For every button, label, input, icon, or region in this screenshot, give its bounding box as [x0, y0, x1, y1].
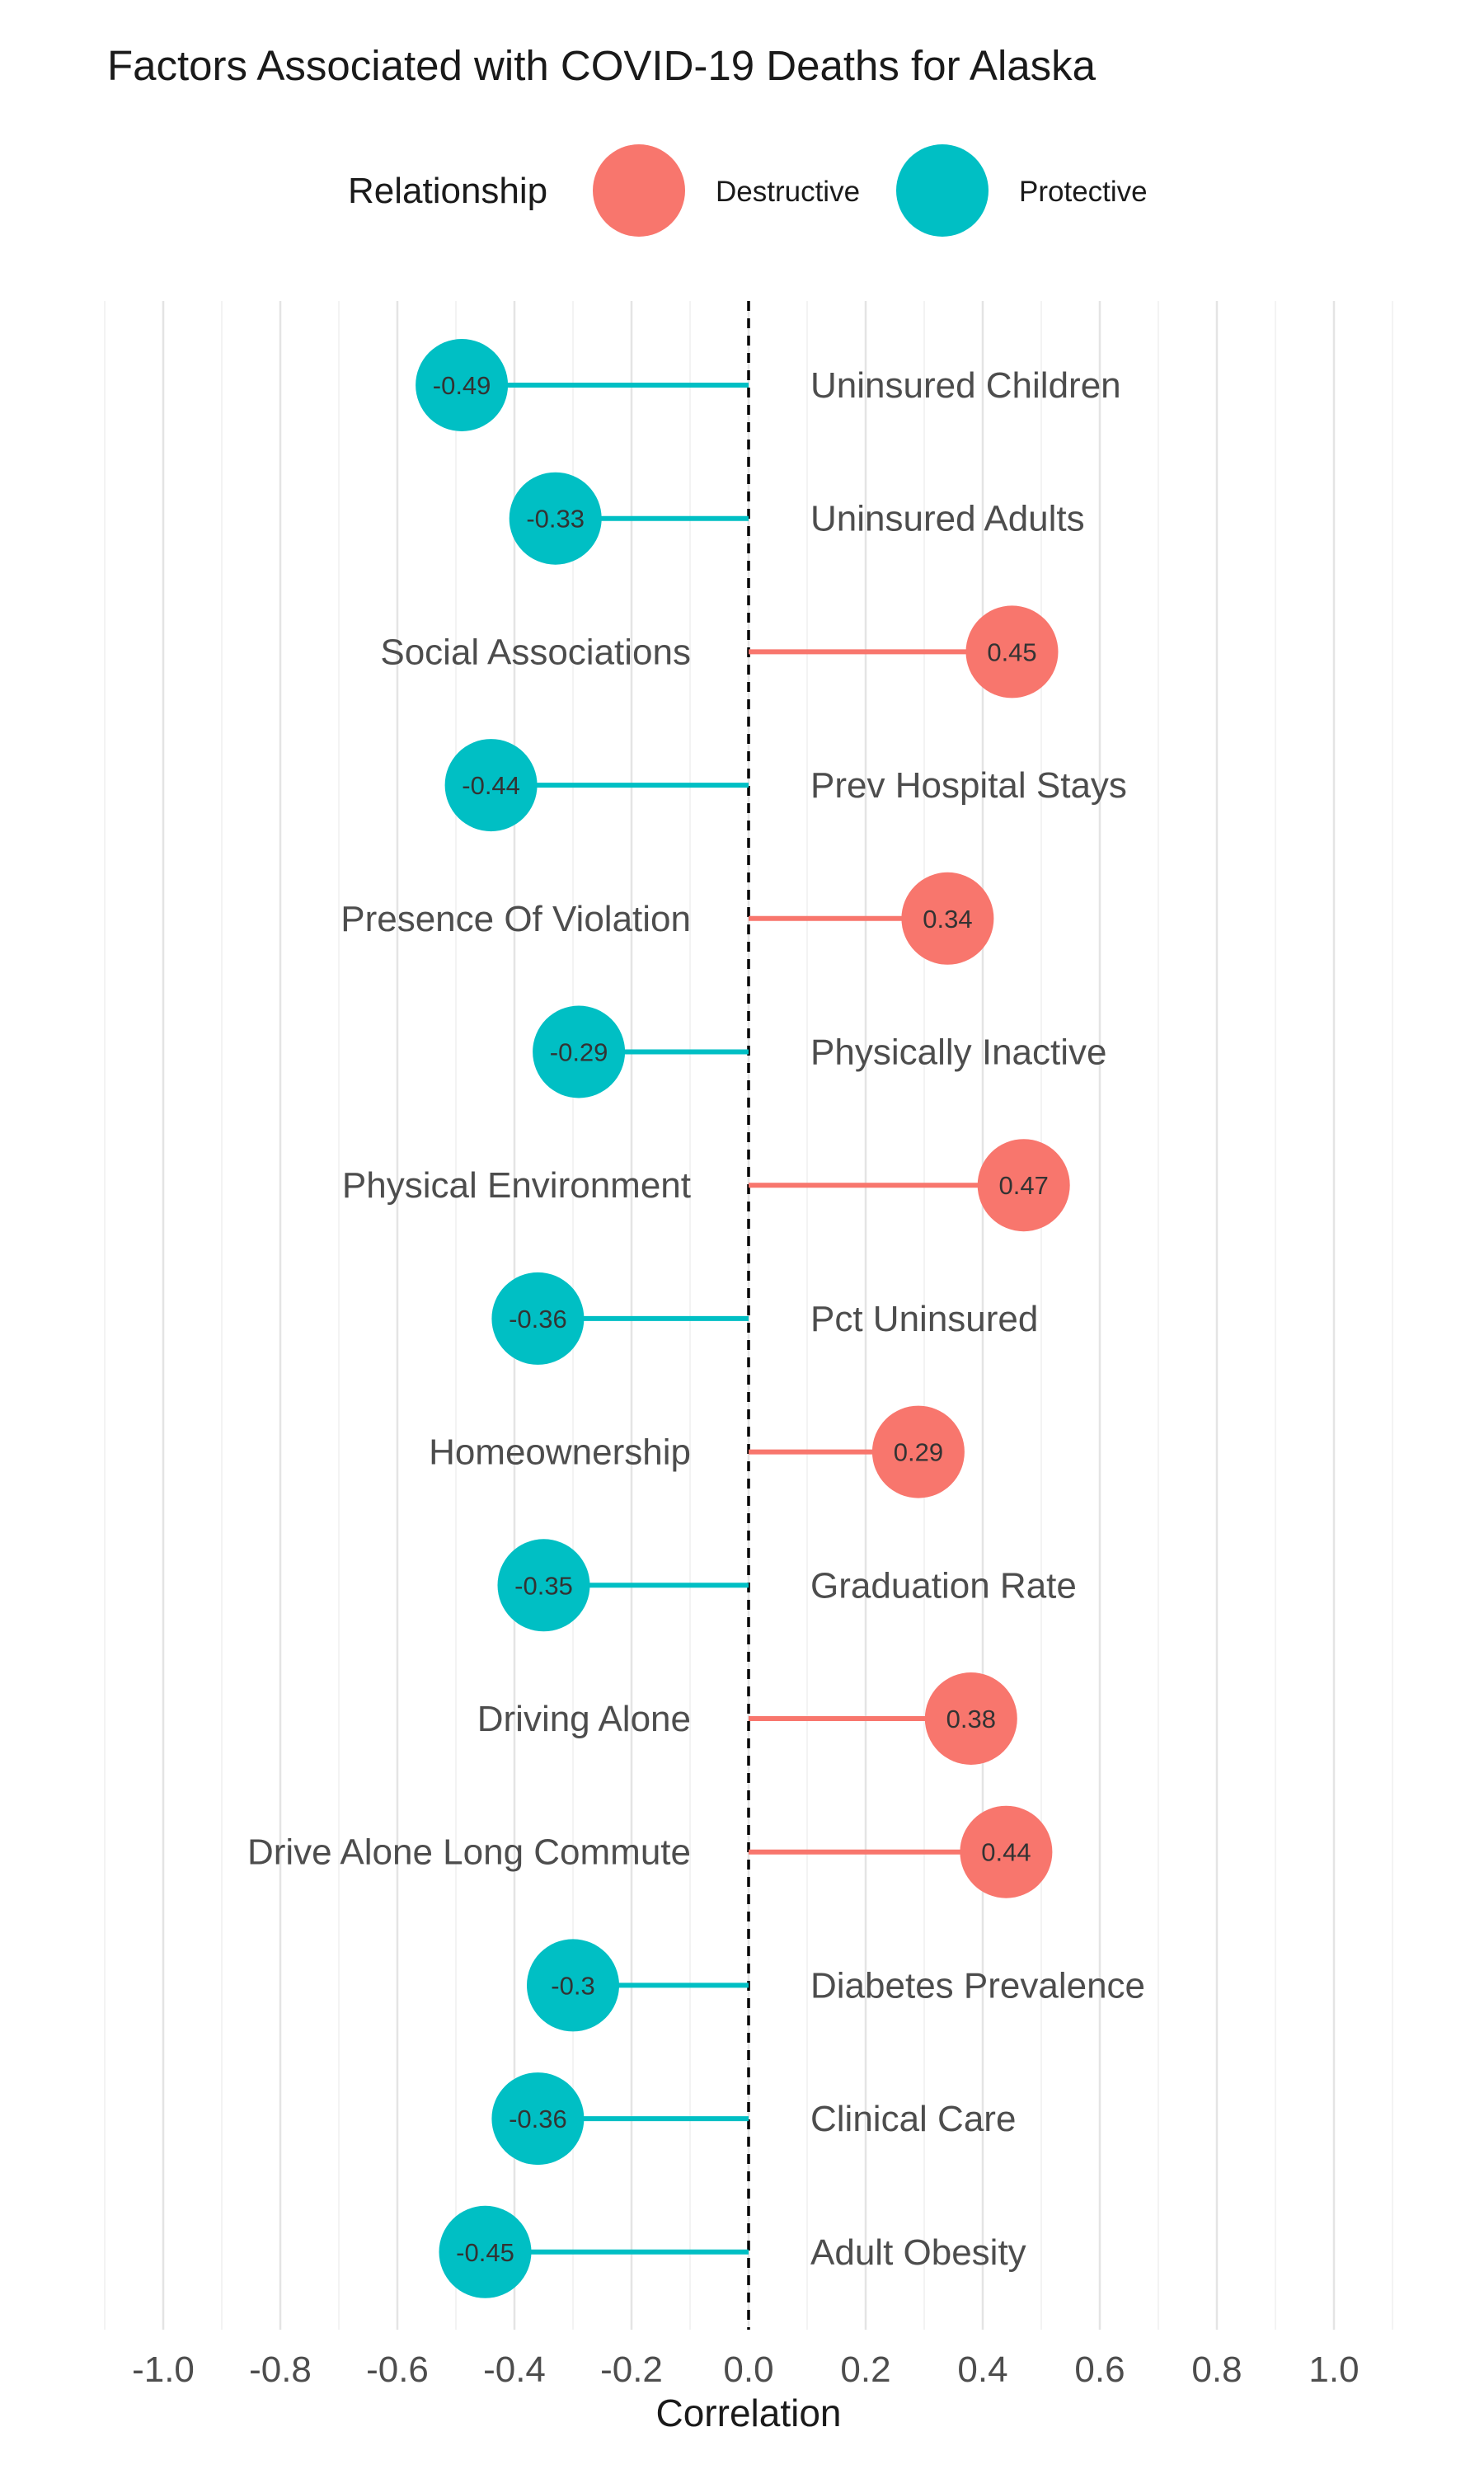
- lollipop-dot: [533, 1005, 626, 1098]
- x-tick-label: 1.0: [1308, 2349, 1359, 2390]
- value-label: -0.49: [433, 371, 491, 400]
- value-label: -0.35: [514, 1571, 573, 1600]
- value-label: -0.45: [456, 2238, 514, 2267]
- lollipop-dot: [509, 472, 602, 565]
- value-label: 0.38: [946, 1705, 996, 1733]
- x-axis: -1.0 -0.8 -0.6 -0.4 -0.2 0.0 0.2 0.4 0.6 0.8 1.0: [132, 2349, 1360, 2390]
- lollipop-dot: [416, 339, 509, 431]
- lollipop-item: 0.34 Presence Of Violation: [340, 872, 994, 965]
- factor-label: Clinical Care: [810, 2099, 1016, 2139]
- legend: Relationship Destructive Protective: [348, 144, 1148, 237]
- lollipop-dot: [977, 1139, 1070, 1232]
- value-label: 0.34: [923, 905, 972, 934]
- lollipop-item: 0.44 Drive Alone Long Commute: [247, 1805, 1053, 1898]
- lollipop-dot: [901, 872, 994, 965]
- lollipop-item: -0.3 Diabetes Prevalence: [527, 1939, 1145, 2032]
- lollipop-item: -0.33 Uninsured Adults: [509, 472, 1085, 565]
- factor-label: Graduation Rate: [810, 1565, 1077, 1606]
- x-tick-label: 0.6: [1074, 2349, 1125, 2390]
- x-tick-label: -1.0: [132, 2349, 195, 2390]
- lollipop-item: -0.29 Physically Inactive: [533, 1005, 1106, 1098]
- factor-label: Diabetes Prevalence: [810, 1965, 1145, 2006]
- lollipop-item: -0.44 Prev Hospital Stays: [444, 739, 1127, 832]
- factor-label: Prev Hospital Stays: [810, 765, 1127, 806]
- lollipop-dot: [965, 605, 1059, 698]
- value-label: -0.36: [509, 2105, 567, 2133]
- lollipop-dot: [497, 1539, 590, 1632]
- lollipop-item: -0.36 Clinical Care: [491, 2072, 1016, 2166]
- value-label: 0.45: [987, 637, 1036, 666]
- x-tick-label: -0.6: [366, 2349, 429, 2390]
- factor-label: Adult Obesity: [810, 2232, 1026, 2273]
- value-label: 0.47: [999, 1171, 1049, 1200]
- lollipop-dot: [439, 2205, 532, 2298]
- chart-title: Factors Associated with COVID-19 Deaths …: [107, 42, 1097, 89]
- x-tick-label: -0.8: [249, 2349, 312, 2390]
- lollipop-item: 0.38 Driving Alone: [477, 1672, 1017, 1765]
- factor-label: Presence Of Violation: [340, 899, 691, 939]
- legend-key-protective: [896, 144, 989, 237]
- value-label: -0.33: [526, 505, 585, 534]
- x-tick-label: 0.4: [957, 2349, 1007, 2390]
- x-tick-label: -0.2: [600, 2349, 663, 2390]
- factor-label: Uninsured Adults: [810, 499, 1085, 539]
- x-tick-label: -0.4: [483, 2349, 546, 2390]
- factor-label: Physically Inactive: [810, 1032, 1106, 1073]
- lollipop-dot: [527, 1939, 619, 2032]
- lollipop-dot: [491, 2072, 585, 2166]
- lollipop-item: -0.35 Graduation Rate: [497, 1539, 1077, 1632]
- value-label: -0.44: [462, 771, 520, 800]
- legend-key-destructive: [593, 144, 685, 237]
- data-marks: -0.49 Uninsured Children -0.33 Uninsured Ad…: [247, 339, 1145, 2298]
- lollipop-item: -0.45 Adult Obesity: [439, 2205, 1026, 2298]
- legend-label-protective: Protective: [1019, 176, 1148, 208]
- value-label: -0.36: [509, 1305, 567, 1333]
- lollipop-item: 0.47 Physical Environment: [342, 1139, 1070, 1232]
- legend-title: Relationship: [348, 171, 547, 211]
- lollipop-dot: [924, 1672, 1017, 1765]
- x-tick-label: 0.8: [1191, 2349, 1242, 2390]
- legend-label-destructive: Destructive: [716, 176, 860, 208]
- factor-label: Drive Alone Long Commute: [247, 1832, 691, 1873]
- lollipop-item: 0.29 Homeownership: [429, 1405, 965, 1498]
- factor-label: Driving Alone: [477, 1699, 691, 1739]
- lollipop-dot: [444, 739, 538, 832]
- x-axis-title: Correlation: [656, 2392, 842, 2434]
- factor-label: Social Associations: [380, 632, 691, 672]
- value-label: -0.3: [551, 1971, 594, 2000]
- value-label: 0.29: [894, 1438, 943, 1467]
- factor-label: Pct Uninsured: [810, 1299, 1038, 1339]
- value-label: 0.44: [981, 1838, 1031, 1867]
- factor-label: Uninsured Children: [810, 365, 1121, 406]
- lollipop-item: -0.49 Uninsured Children: [416, 339, 1121, 431]
- value-label: -0.29: [550, 1038, 608, 1067]
- lollipop-dot: [871, 1405, 965, 1498]
- lollipop-item: -0.36 Pct Uninsured: [491, 1272, 1038, 1365]
- factor-label: Physical Environment: [342, 1165, 691, 1206]
- x-tick-label: 0.2: [840, 2349, 890, 2390]
- lollipop-dot: [960, 1805, 1053, 1898]
- lollipop-item: 0.45 Social Associations: [380, 605, 1059, 698]
- factor-label: Homeownership: [429, 1432, 691, 1473]
- x-tick-label: 0.0: [723, 2349, 773, 2390]
- lollipop-dot: [491, 1272, 585, 1365]
